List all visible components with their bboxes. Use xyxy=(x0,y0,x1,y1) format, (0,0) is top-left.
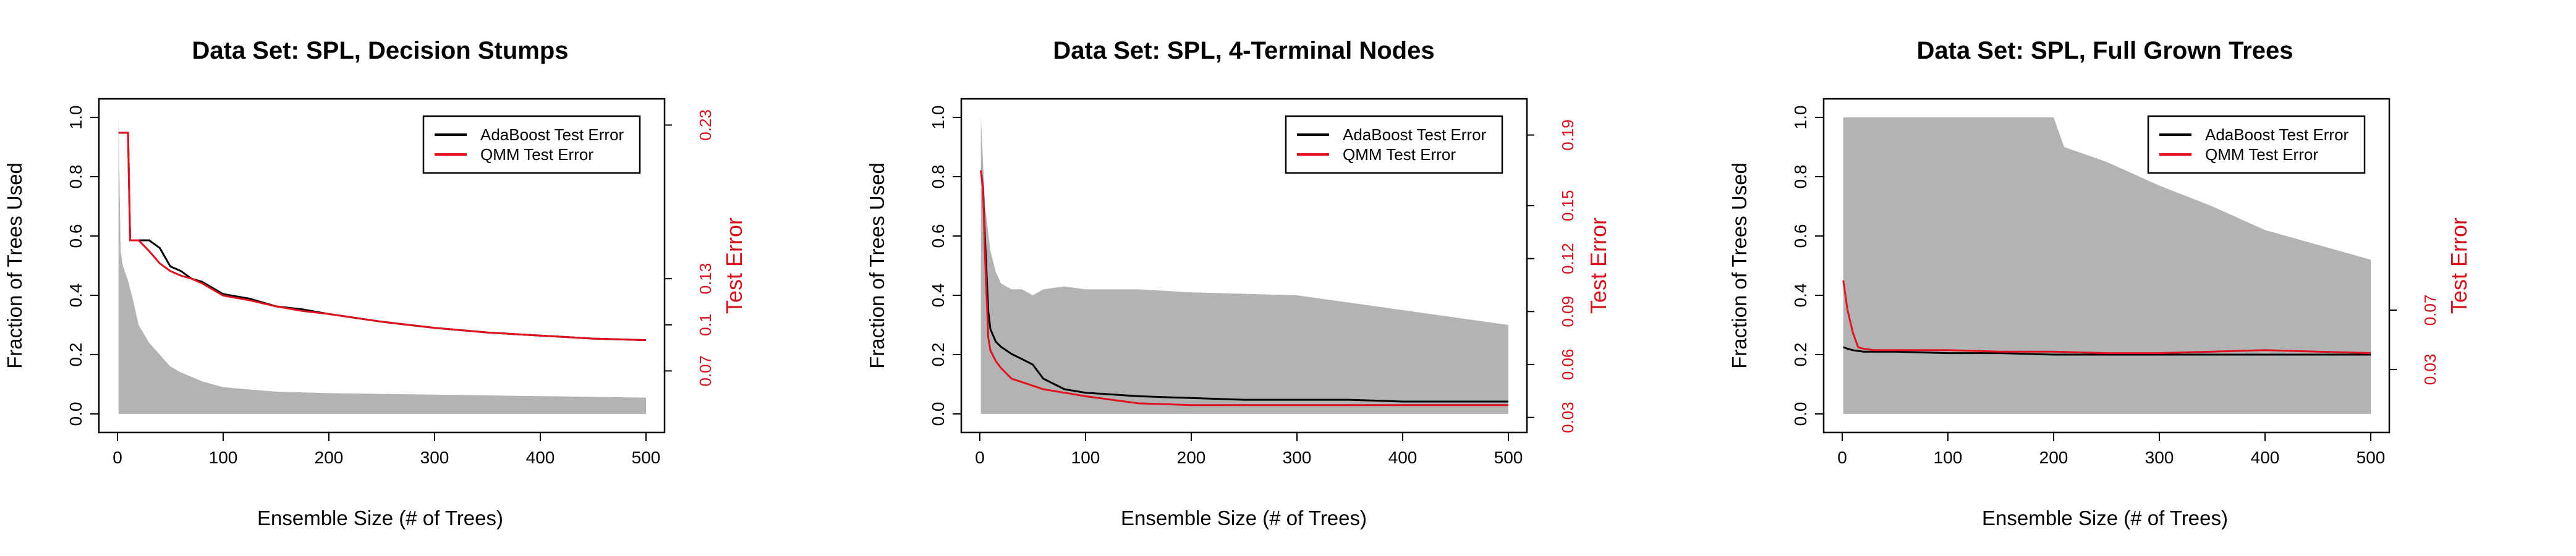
panel-decision-stumps: Data Set: SPL, Decision Stumps Ensemble … xyxy=(3,37,747,529)
x-tick-label: 200 xyxy=(2039,448,2068,467)
y-tick-label: 0.4 xyxy=(929,284,948,308)
y2-tick-label: 0.03 xyxy=(1558,402,1577,433)
y-tick-label: 0.6 xyxy=(1791,224,1810,248)
x-tick-label: 300 xyxy=(420,448,449,467)
y-tick-label: 1.0 xyxy=(66,106,85,130)
y2-tick-label: 0.12 xyxy=(1558,243,1577,274)
y-tick-label: 0.8 xyxy=(929,165,948,189)
y-tick-label: 0.2 xyxy=(66,343,85,367)
x-tick-label: 300 xyxy=(1283,448,1312,467)
x-tick-label: 100 xyxy=(209,448,238,467)
y-tick-label: 0.8 xyxy=(66,165,85,189)
y2-tick-label: 0.09 xyxy=(1558,296,1577,327)
y2-tick-label: 0.15 xyxy=(1558,190,1577,222)
x-tick-label: 100 xyxy=(1071,448,1100,467)
plot-frame xyxy=(1822,98,2391,434)
legend-entry: AdaBoost Test Error xyxy=(2205,125,2349,144)
plot-frame xyxy=(960,98,1528,434)
y-tick-label: 0.4 xyxy=(66,284,85,308)
y-tick-label: 0.0 xyxy=(929,402,948,426)
y-axis-label: Fraction of Trees Used xyxy=(1728,162,1751,369)
y-tick-label: 0.0 xyxy=(66,402,85,426)
series-line-qmm xyxy=(118,132,647,342)
x-axis-label: Ensemble Size (# of Trees) xyxy=(257,507,503,529)
x-tick-label: 0 xyxy=(975,448,985,467)
y-tick-label: 0.6 xyxy=(929,224,948,248)
chart-title: Data Set: SPL, 4-Terminal Nodes xyxy=(1053,37,1434,64)
y-axis-label: Fraction of Trees Used xyxy=(3,162,26,369)
fraction-used-band xyxy=(980,117,1508,414)
y-tick-label: 0.2 xyxy=(929,343,948,367)
y2-tick-label: 0.1 xyxy=(696,314,715,336)
panel-4-terminal-nodes: Data Set: SPL, 4-Terminal Nodes Ensemble… xyxy=(865,37,1611,529)
legend-box xyxy=(2147,115,2366,174)
legend-entry: AdaBoost Test Error xyxy=(1343,125,1487,144)
series-line-adaboost xyxy=(1843,346,2371,356)
x-tick-label: 500 xyxy=(632,448,661,467)
y2-tick-label: 0.06 xyxy=(1558,349,1577,381)
legend-entry: QMM Test Error xyxy=(1343,145,1456,164)
series-line-qmm xyxy=(1842,280,2371,355)
series-line-adaboost xyxy=(980,170,1508,403)
y2-axis-label: Test Error xyxy=(1586,217,1611,314)
legend-box xyxy=(1285,115,1503,174)
y-tick-label: 0.6 xyxy=(66,224,85,248)
x-tick-label: 0 xyxy=(1837,448,1847,467)
y2-axis-label: Test Error xyxy=(2446,217,2472,314)
x-tick-label: 300 xyxy=(2145,448,2174,467)
x-tick-label: 200 xyxy=(315,448,344,467)
x-axis-label: Ensemble Size (# of Trees) xyxy=(1982,507,2228,529)
y-tick-label: 0.2 xyxy=(1791,343,1810,367)
y-tick-label: 1.0 xyxy=(929,106,948,130)
y-tick-label: 0.8 xyxy=(1791,165,1810,189)
y2-tick-label: 0.07 xyxy=(696,355,715,387)
fraction-used-band xyxy=(1843,117,2371,414)
legend-entry: QMM Test Error xyxy=(2205,145,2318,164)
y-tick-label: 0.4 xyxy=(1791,284,1810,308)
y-tick-label: 1.0 xyxy=(1791,106,1810,130)
chart-title: Data Set: SPL, Decision Stumps xyxy=(192,37,568,64)
x-tick-label: 400 xyxy=(1388,448,1418,467)
chart-title: Data Set: SPL, Full Grown Trees xyxy=(1916,37,2293,64)
x-tick-label: 400 xyxy=(2251,448,2280,467)
x-tick-label: 100 xyxy=(1934,448,1963,467)
y2-tick-label: 0.23 xyxy=(696,109,715,141)
x-tick-label: 500 xyxy=(2357,448,2386,467)
x-tick-label: 400 xyxy=(526,448,555,467)
y2-tick-label: 0.03 xyxy=(2421,354,2439,385)
plot-frame xyxy=(98,98,666,434)
legend-entry: QMM Test Error xyxy=(480,145,593,164)
y2-tick-label: 0.13 xyxy=(696,263,715,295)
y-tick-label: 0.0 xyxy=(1791,402,1810,426)
legend-box xyxy=(422,115,641,174)
panel-full-grown-trees: Data Set: SPL, Full Grown Trees Ensemble… xyxy=(1728,37,2472,529)
x-axis-label: Ensemble Size (# of Trees) xyxy=(1121,507,1367,529)
fraction-used-band xyxy=(118,117,646,414)
series-line-qmm xyxy=(980,170,1508,406)
x-tick-label: 200 xyxy=(1177,448,1206,467)
x-tick-label: 0 xyxy=(113,448,122,467)
y2-tick-label: 0.19 xyxy=(1558,119,1577,151)
y2-tick-label: 0.07 xyxy=(2421,295,2439,326)
legend-entry: AdaBoost Test Error xyxy=(480,125,624,144)
y2-axis-label: Test Error xyxy=(721,217,747,314)
x-tick-label: 500 xyxy=(1494,448,1523,467)
y-axis-label: Fraction of Trees Used xyxy=(865,162,888,369)
